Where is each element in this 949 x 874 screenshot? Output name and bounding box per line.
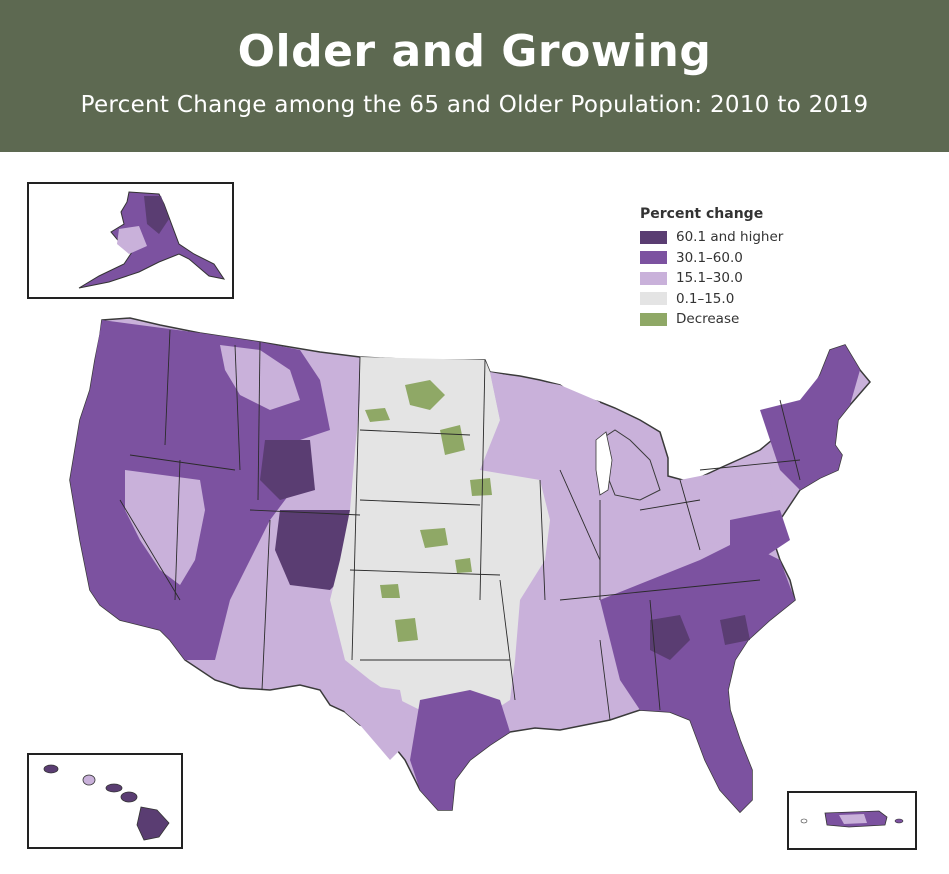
page-title: Older and Growing [237,26,712,77]
legend-swatch-0-15 [640,292,667,306]
region-utah-dark [260,440,315,500]
legend-title: Percent change [640,206,764,222]
legend-item: 15.1–30.0 [640,268,840,289]
hawaii-island-4 [120,791,138,803]
state-borders [119,329,801,721]
legend-item: 30.1–60.0 [640,248,840,269]
region-southeast-dark [650,615,750,660]
puerto-rico-inset [787,791,917,850]
legend-swatch-decrease [640,312,667,326]
alaska-inset [27,182,234,299]
lake-michigan [595,431,613,496]
region-northeast [760,345,860,490]
region-texas [410,690,510,810]
legend-item: 0.1–15.0 [640,289,840,310]
legend-item: Decrease [640,309,840,330]
pr-island-small [800,818,808,824]
legend-label: 15.1–30.0 [676,270,743,287]
legend-label: 0.1–15.0 [676,290,735,307]
puerto-rico-light [839,814,867,824]
map-legend: Percent change 60.1 and higher 30.1–60.0… [640,206,840,330]
legend-swatch-60-plus [640,230,667,244]
legend-swatch-15-30 [640,271,667,285]
legend-label: Decrease [676,311,740,328]
hawaii-big-island [136,806,170,841]
region-southeast [600,540,795,812]
pr-island-east [894,818,904,824]
hawaii-inset [27,753,183,849]
legend-label: 60.1 and higher [676,229,784,246]
alaska-light [117,226,147,254]
hawaii-island-1 [43,764,59,774]
hawaii-island-3 [105,783,123,793]
legend-item: 60.1 and higher [640,227,840,248]
alaska-shape [78,191,226,289]
region-virginia [730,510,790,560]
legend-label: 30.1–60.0 [676,249,743,266]
region-plains-green-1 [365,380,465,455]
region-upper-midwest [490,372,600,470]
hawaii-island-2 [82,774,96,786]
region-plains-green-2 [380,478,492,642]
region-texas-light [330,680,410,760]
page-subtitle: Percent Change among the 65 and Older Po… [80,92,869,118]
alaska-dark [144,196,169,234]
legend-swatch-30-60 [640,251,667,265]
header-banner: Older and Growing Percent Change among t… [0,0,949,152]
region-nevada [125,470,205,585]
